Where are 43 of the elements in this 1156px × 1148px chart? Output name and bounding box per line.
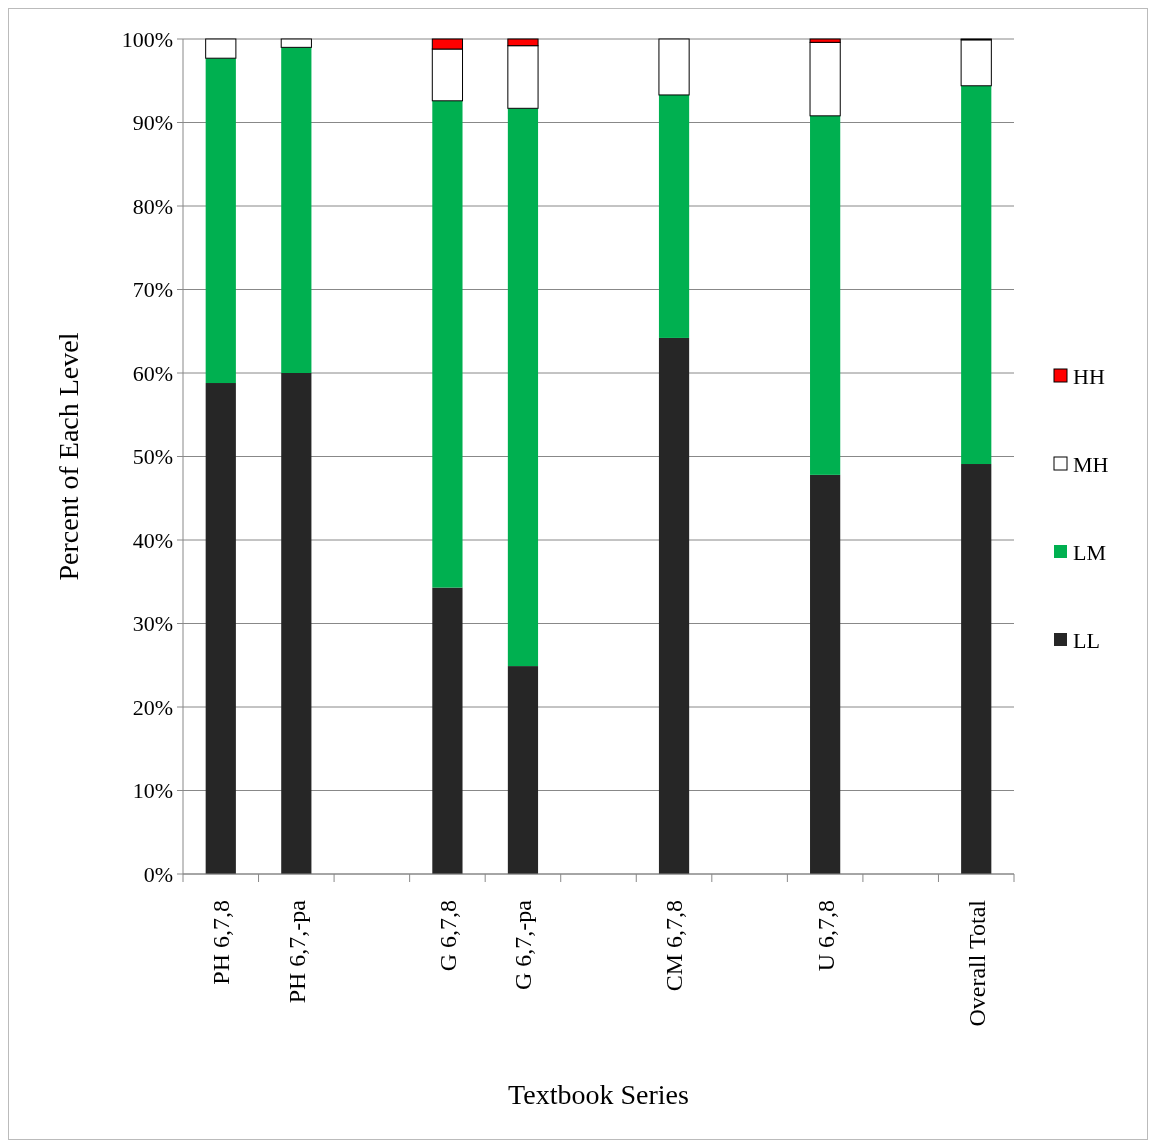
bar xyxy=(281,373,312,874)
x-tick-label: CM 6,7,8 xyxy=(661,900,688,992)
y-tick-label: 50% xyxy=(132,444,173,470)
x-tick-label: PH 6,7,8 xyxy=(208,900,235,985)
bar xyxy=(205,38,237,59)
bar xyxy=(280,38,312,48)
bar xyxy=(281,47,312,373)
y-axis-title: Percent of Each Level xyxy=(53,332,84,581)
bar xyxy=(507,666,539,874)
bar xyxy=(432,100,463,588)
x-tick-label: U 6,7,8 xyxy=(812,900,839,972)
bar xyxy=(960,39,992,87)
bar xyxy=(507,108,539,667)
bar xyxy=(809,41,841,117)
y-tick-label: 40% xyxy=(132,527,173,553)
y-tick-label: 100% xyxy=(121,26,173,52)
y-tick-label: 20% xyxy=(132,694,173,720)
bar xyxy=(658,94,690,338)
bar xyxy=(432,587,463,874)
legend-label: HH xyxy=(1073,363,1105,389)
y-tick-label: 60% xyxy=(132,360,173,386)
x-tick-label: Overall Total xyxy=(963,899,990,1027)
bar xyxy=(810,115,841,475)
y-tick-label: 80% xyxy=(132,193,173,219)
bar xyxy=(658,337,690,874)
bar xyxy=(205,383,236,874)
bar xyxy=(205,58,236,384)
bar xyxy=(658,38,690,96)
y-tick-label: 0% xyxy=(143,861,173,887)
y-tick-label: 90% xyxy=(132,110,173,136)
legend-label: LM xyxy=(1073,539,1106,565)
y-tick-label: 10% xyxy=(132,778,173,804)
x-tick-label: G 6,7,-pa xyxy=(510,899,537,990)
x-axis-title: Textbook Series xyxy=(508,1079,689,1110)
legend-label: LL xyxy=(1073,627,1100,653)
y-tick-label: 30% xyxy=(132,611,173,637)
bar xyxy=(961,85,992,465)
x-tick-label: PH 6,7,-pa xyxy=(283,899,310,1004)
y-tick-label: 70% xyxy=(132,277,173,303)
bar xyxy=(961,464,992,874)
legend-label: MH xyxy=(1073,451,1109,477)
bar xyxy=(810,474,841,874)
x-tick-label: G 6,7,8 xyxy=(434,900,461,972)
